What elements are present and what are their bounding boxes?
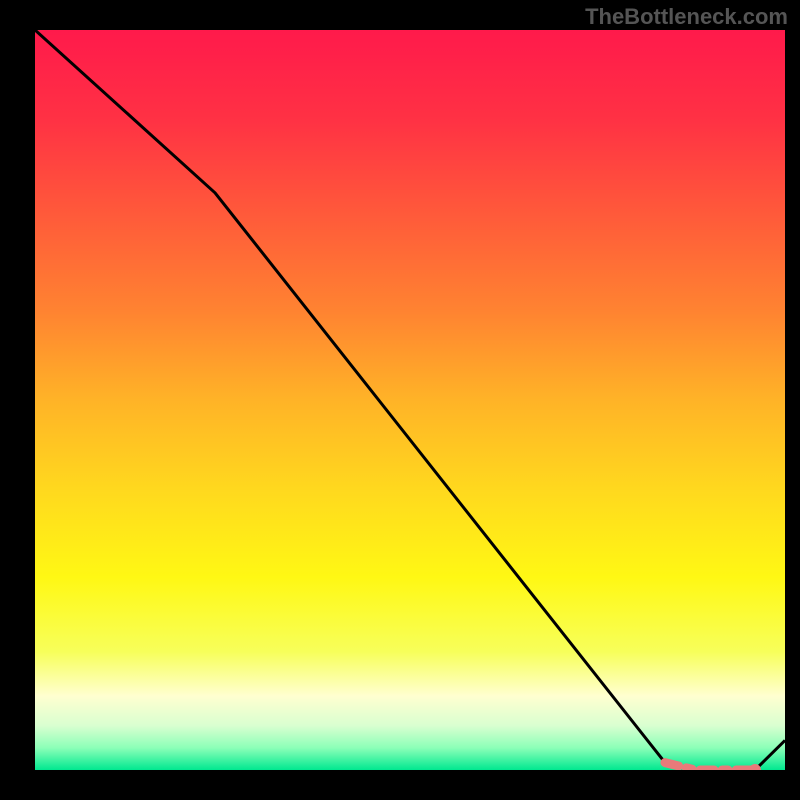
watermark-text: TheBottleneck.com <box>585 4 788 30</box>
chart-svg <box>35 30 785 770</box>
chart-container: TheBottleneck.com <box>0 0 800 800</box>
main-line <box>35 30 785 770</box>
accent-dash-line <box>665 763 755 770</box>
plot-area <box>35 30 785 770</box>
